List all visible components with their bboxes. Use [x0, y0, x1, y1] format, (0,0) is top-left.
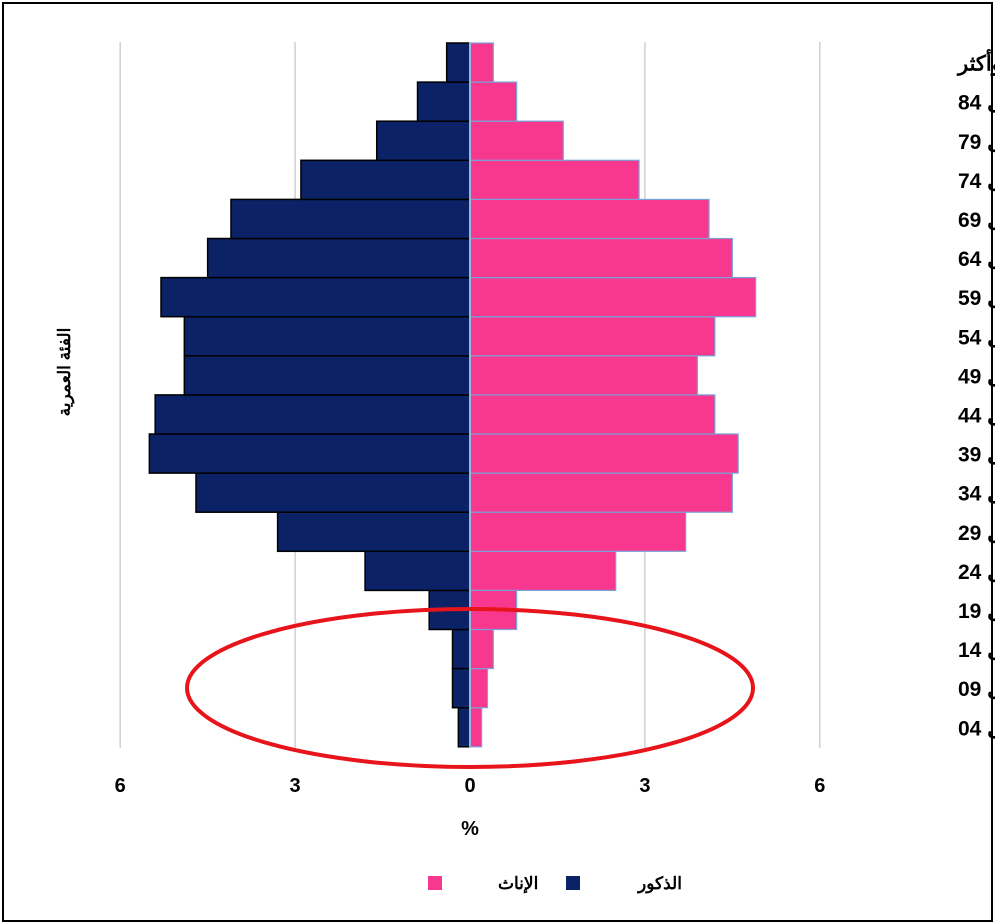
female-bar — [469, 628, 494, 670]
male-bar — [451, 667, 471, 709]
category-label: 85 وأكثر — [956, 49, 995, 77]
female-bar — [469, 316, 716, 357]
category-label: 80 إلى 84 — [958, 92, 995, 116]
female-bar — [469, 355, 698, 396]
male-bar — [375, 120, 471, 162]
bars — [148, 42, 757, 748]
female-bar — [469, 472, 733, 513]
female-bar — [469, 237, 733, 279]
female-bar — [469, 433, 739, 474]
category-label: 75 إلى 79 — [958, 131, 995, 155]
legend-female-label: الإناث — [498, 874, 538, 894]
male-bar — [183, 315, 471, 357]
x-tick-label: 3 — [639, 775, 650, 797]
male-bar — [195, 472, 471, 513]
female-bar — [469, 120, 564, 161]
category-label: 15 إلى 19 — [958, 600, 995, 624]
male-bar — [183, 355, 471, 396]
male-bar — [276, 511, 471, 553]
male-bar — [154, 394, 471, 435]
category-label: 0 إلى 04 — [958, 717, 995, 741]
category-label: 50 إلى 54 — [958, 326, 995, 350]
category-label: 20 إلى 24 — [958, 561, 995, 585]
male-bar — [457, 706, 471, 748]
category-label: 30 إلى 34 — [958, 483, 995, 507]
category-label: 65 إلى 69 — [958, 209, 995, 233]
category-label: 55 إلى 59 — [958, 287, 995, 311]
legend: الإناث الذكور — [428, 874, 682, 894]
female-bar — [469, 394, 716, 435]
female-bar — [469, 198, 710, 240]
female-bar — [469, 277, 757, 318]
male-bar — [364, 550, 471, 592]
female-bar — [469, 159, 640, 201]
legend-male-swatch — [566, 876, 580, 890]
category-label: 40 إلى 44 — [958, 404, 995, 428]
male-bar — [445, 42, 471, 83]
y-axis-label: الفئة العمرية — [55, 328, 75, 417]
x-tick-label: 3 — [290, 775, 301, 797]
category-label: 45 إلى 49 — [958, 365, 995, 389]
x-tick-label: 0 — [464, 775, 475, 797]
legend-female-swatch — [428, 876, 442, 890]
highlight-ellipse — [185, 607, 755, 769]
male-bar — [451, 628, 471, 670]
female-bar — [469, 511, 687, 552]
category-labels: 0 إلى 04 05 إلى 09 10 إلى 14 15 إلى 19 20 إل… — [956, 49, 995, 742]
male-bar — [416, 81, 471, 122]
x-tick-labels: 6 3 0 3 6 — [115, 775, 826, 797]
x-axis-label: % — [461, 818, 479, 840]
x-tick-label: 6 — [814, 775, 825, 797]
male-bar — [148, 433, 471, 474]
female-bar — [469, 81, 518, 122]
male-bar — [206, 237, 471, 279]
category-label: 05 إلى 09 — [958, 678, 995, 702]
category-label: 60 إلى 64 — [958, 248, 995, 272]
male-bar — [230, 198, 471, 240]
female-bar — [469, 667, 489, 709]
female-bar — [469, 42, 494, 83]
category-label: 35 إلى 39 — [958, 444, 995, 468]
female-bar — [469, 550, 617, 591]
legend-male-label: الذكور — [636, 874, 682, 894]
category-label: 70 إلى 74 — [958, 170, 995, 194]
female-bar — [469, 707, 483, 748]
category-label: 10 إلى 14 — [958, 639, 995, 663]
x-tick-label: 6 — [115, 775, 126, 797]
male-bar — [300, 159, 471, 201]
male-bar — [160, 276, 471, 318]
category-label: 25 إلى 29 — [958, 522, 995, 546]
